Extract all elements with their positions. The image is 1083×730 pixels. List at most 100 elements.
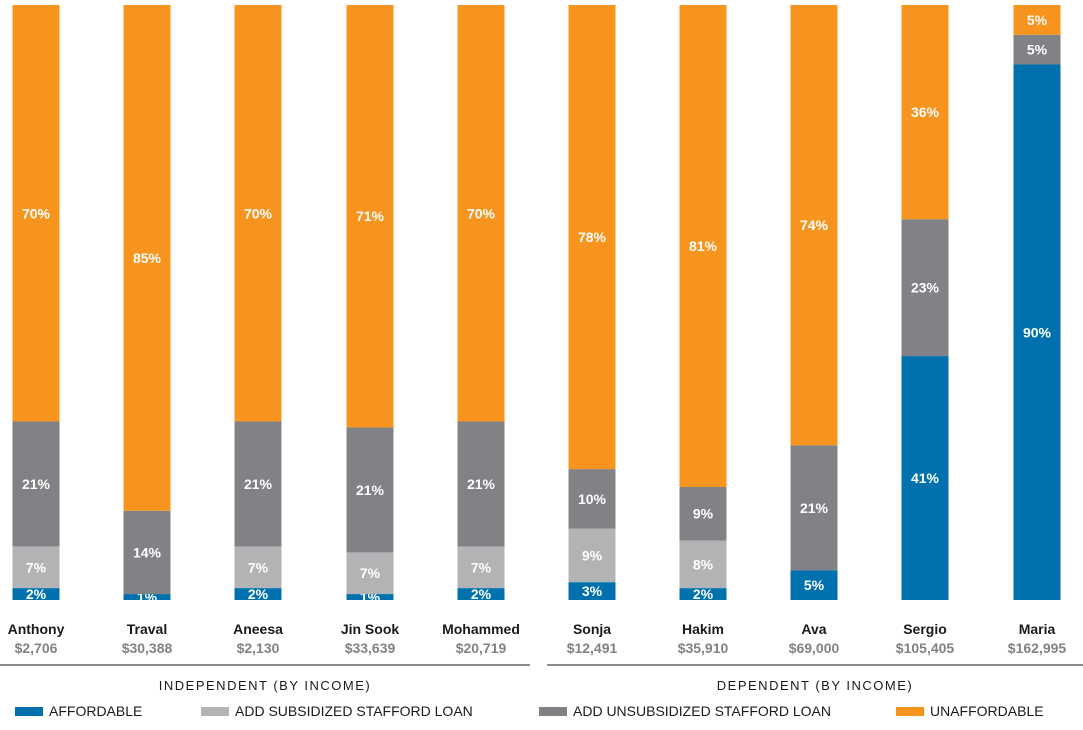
bar-segment-unaffordable	[1013, 5, 1061, 35]
bar-segment-unaffordable	[679, 5, 727, 487]
group-label-dependent: DEPENDENT (BY INCOME)	[717, 678, 913, 693]
data-label-unaffordable: 36%	[911, 104, 940, 120]
data-label-affordable: 2%	[471, 586, 492, 602]
bar-segment-unaffordable	[234, 5, 282, 422]
data-label-unaffordable: 85%	[133, 250, 162, 266]
data-label-subsidized: 7%	[248, 559, 269, 575]
bar-segment-affordable	[790, 570, 838, 600]
data-label-subsidized: 7%	[471, 559, 492, 575]
legend-swatch-subsidized	[201, 707, 229, 716]
bar-segment-unsubsidized	[457, 421, 505, 547]
data-label-unaffordable: 70%	[467, 205, 496, 221]
data-label-unsubsidized: 14%	[133, 544, 162, 560]
legend-swatch-unaffordable	[896, 707, 924, 716]
bar-segment-subsidized	[568, 528, 616, 583]
bar-segment-affordable	[1013, 64, 1061, 600]
bar-segment-unsubsidized	[346, 427, 394, 553]
data-label-unaffordable: 5%	[1027, 12, 1048, 28]
bar-segment-affordable	[123, 594, 171, 600]
student-income-label: $30,388	[122, 640, 173, 656]
data-label-affordable: 2%	[248, 586, 269, 602]
student-income-label: $35,910	[678, 640, 729, 656]
data-label-affordable: 5%	[804, 577, 825, 593]
data-label-affordable: 3%	[582, 583, 603, 599]
legend-label-unaffordable: UNAFFORDABLE	[930, 703, 1044, 719]
bar-segment-affordable	[234, 588, 282, 600]
student-name-label: Sonja	[573, 621, 611, 637]
bar-segment-unsubsidized	[12, 421, 60, 547]
student-name-label: Mohammed	[442, 621, 520, 637]
data-label-unsubsidized: 5%	[1027, 42, 1048, 58]
bar-segment-affordable	[457, 588, 505, 600]
data-label-unaffordable: 78%	[578, 229, 607, 245]
bar-segment-affordable	[679, 588, 727, 600]
bar-segment-affordable	[568, 582, 616, 600]
data-label-unsubsidized: 9%	[693, 506, 714, 522]
bar-segment-unsubsidized	[123, 510, 171, 595]
data-label-affordable: 2%	[26, 586, 47, 602]
data-label-unaffordable: 70%	[244, 205, 273, 221]
student-name-label: Jin Sook	[341, 621, 400, 637]
bar-segment-unaffordable	[123, 5, 171, 511]
data-label-affordable: 41%	[911, 470, 940, 486]
legend-label-unsubsidized: ADD UNSUBSIDIZED STAFFORD LOAN	[573, 703, 831, 719]
bar-segment-unaffordable	[346, 5, 394, 428]
legend-swatch-unsubsidized	[539, 707, 567, 716]
bar-segment-unaffordable	[790, 5, 838, 446]
student-income-label: $20,719	[456, 640, 507, 656]
bar-segment-unsubsidized	[234, 421, 282, 547]
bar-segment-affordable	[346, 594, 394, 600]
bar-segment-unsubsidized	[679, 486, 727, 541]
data-label-unsubsidized: 21%	[467, 476, 496, 492]
student-income-label: $69,000	[789, 640, 840, 656]
bar-segment-unaffordable	[457, 5, 505, 422]
data-label-unsubsidized: 21%	[356, 482, 385, 498]
bar-segment-subsidized	[679, 540, 727, 589]
bar-segment-subsidized	[12, 546, 60, 589]
student-name-label: Sergio	[903, 621, 947, 637]
data-label-unaffordable: 71%	[356, 208, 385, 224]
bar-segment-unsubsidized	[790, 445, 838, 571]
data-label-unsubsidized: 21%	[244, 476, 273, 492]
group-label-independent: INDEPENDENT (BY INCOME)	[159, 678, 371, 693]
data-label-unaffordable: 74%	[800, 217, 829, 233]
data-label-unaffordable: 81%	[689, 238, 718, 254]
data-label-unsubsidized: 21%	[22, 476, 51, 492]
student-income-label: $12,491	[567, 640, 618, 656]
data-label-subsidized: 9%	[582, 547, 603, 563]
bar-segment-subsidized	[346, 552, 394, 595]
data-label-subsidized: 8%	[693, 556, 714, 572]
bar-segment-unsubsidized	[901, 219, 949, 357]
student-name-label: Ava	[801, 621, 826, 637]
data-label-subsidized: 7%	[360, 565, 381, 581]
student-income-label: $2,706	[15, 640, 58, 656]
data-label-unsubsidized: 10%	[578, 491, 607, 507]
data-label-unsubsidized: 23%	[911, 280, 940, 296]
data-label-affordable: 90%	[1023, 324, 1052, 340]
data-label-unsubsidized: 21%	[800, 500, 829, 516]
student-name-label: Hakim	[682, 621, 724, 637]
data-label-subsidized: 7%	[26, 559, 47, 575]
student-income-label: $2,130	[237, 640, 280, 656]
student-name-label: Anthony	[8, 621, 65, 637]
data-label-affordable: 2%	[693, 586, 714, 602]
data-label-unaffordable: 70%	[22, 205, 51, 221]
bar-segment-affordable	[901, 356, 949, 600]
student-income-label: $33,639	[345, 640, 396, 656]
legend-label-subsidized: ADD SUBSIDIZED STAFFORD LOAN	[235, 703, 473, 719]
bar-segment-subsidized	[457, 546, 505, 589]
bar-segment-unaffordable	[12, 5, 60, 422]
bar-segment-affordable	[12, 588, 60, 600]
bar-segment-unsubsidized	[1013, 34, 1061, 65]
student-income-label: $105,405	[896, 640, 955, 656]
student-name-label: Maria	[1019, 621, 1056, 637]
bar-segment-unaffordable	[901, 5, 949, 220]
bar-segment-unsubsidized	[568, 469, 616, 529]
legend-label-affordable: AFFORDABLE	[49, 703, 142, 719]
bar-segment-unaffordable	[568, 5, 616, 470]
legend-swatch-affordable	[15, 707, 43, 716]
student-name-label: Traval	[127, 621, 167, 637]
student-income-label: $162,995	[1008, 640, 1067, 656]
bar-segment-subsidized	[234, 546, 282, 589]
